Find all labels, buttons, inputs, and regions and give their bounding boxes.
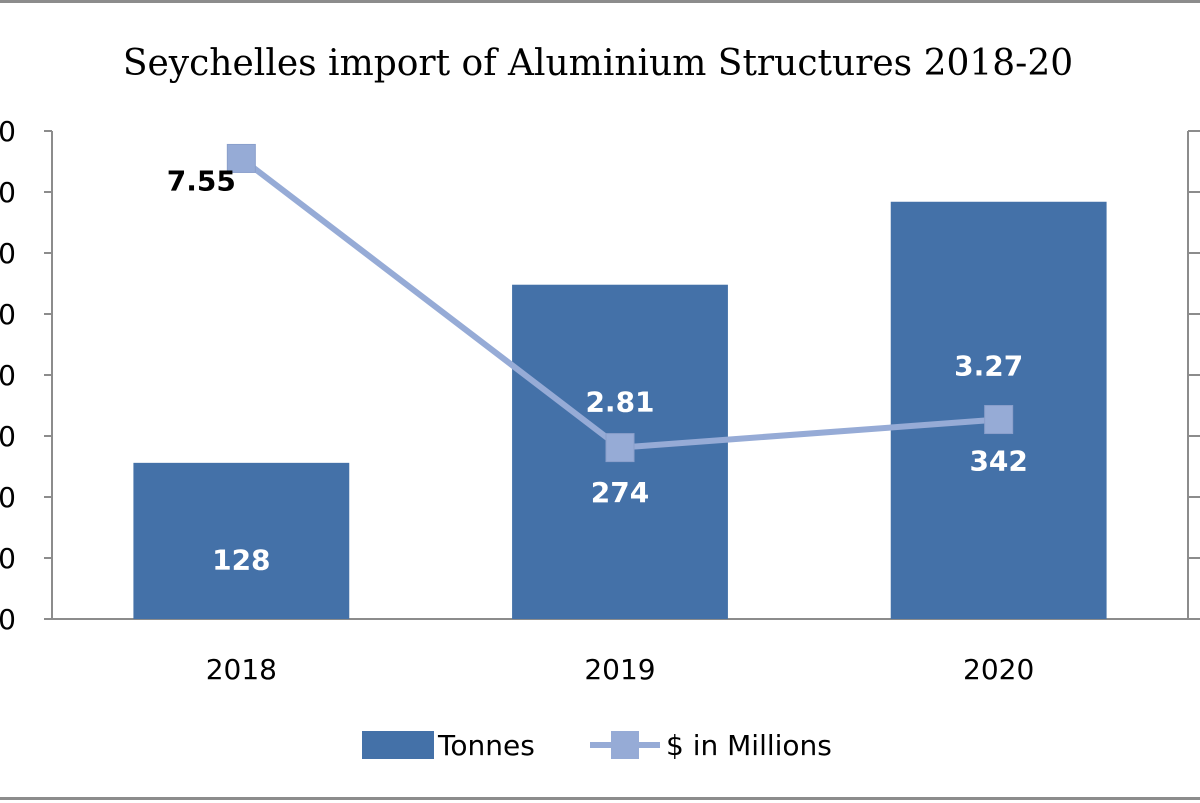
left-tick-label: 0 — [0, 420, 16, 453]
line-data-label: 2.81 — [585, 386, 654, 419]
line-data-label: 3.27 — [954, 350, 1023, 383]
left-tick-label: 0 — [0, 176, 16, 209]
left-tick-label: 0 — [0, 298, 16, 331]
left-tick-label: 0 — [0, 237, 16, 270]
legend-label-tonnes: Tonnes — [437, 729, 535, 762]
left-tick-label: 0 — [0, 115, 16, 148]
chart-title: Seychelles import of Aluminium Structure… — [123, 43, 1073, 84]
left-tick-label: 0 — [0, 481, 16, 514]
category-label: 2020 — [963, 653, 1034, 686]
bar-data-label: 128 — [212, 544, 270, 577]
left-tick-label: 0 — [0, 603, 16, 636]
legend: Tonnes $ in Millions — [362, 729, 832, 762]
line-marker — [984, 405, 1014, 435]
bar-data-label: 342 — [969, 444, 1027, 477]
category-label: 2019 — [584, 653, 655, 686]
category-label: 2018 — [206, 653, 277, 686]
line-marker — [226, 143, 256, 173]
category-labels: 2018 2019 2020 — [206, 653, 1035, 686]
right-axis — [1187, 130, 1200, 620]
line-data-label: 7.55 — [167, 164, 236, 197]
line-series: 7.55 2.81 3.27 — [167, 143, 1023, 463]
line-marker — [605, 433, 635, 463]
bar-data-label: 274 — [591, 476, 649, 509]
chart: Seychelles import of Aluminium Structure… — [0, 43, 1200, 762]
legend-swatch-tonnes — [362, 731, 434, 759]
bar — [133, 462, 350, 619]
left-tick-label: 0 — [0, 542, 16, 575]
legend-label-millions: $ in Millions — [666, 729, 832, 762]
left-tick-label: 0 — [0, 359, 16, 392]
legend-marker-swatch — [611, 731, 639, 759]
